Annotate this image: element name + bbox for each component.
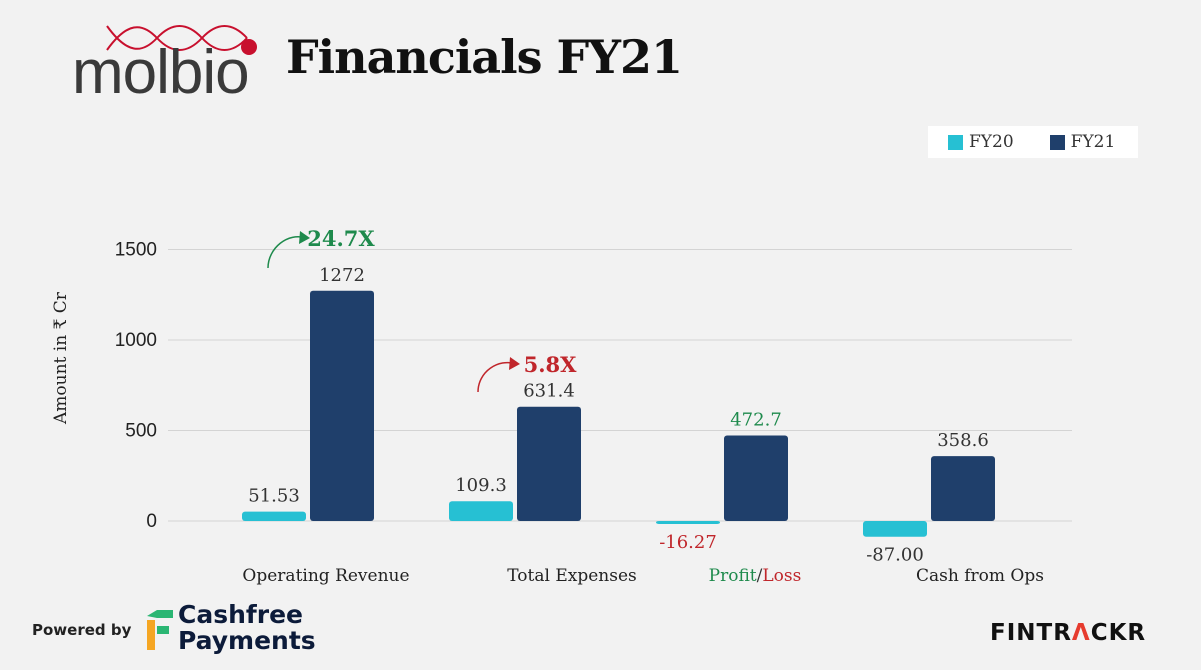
cashfree-wordmark: Cashfree Payments (178, 602, 316, 654)
y-tick-label: 1000 (115, 330, 157, 351)
legend-swatch-fy20 (948, 134, 963, 150)
data-label: 1272 (319, 265, 365, 286)
data-label: 358.6 (937, 430, 989, 451)
bar-chart: 0 500 1000 1500 Amount in ₹ Cr 51.53 1272 Opera… (51, 226, 1072, 586)
y-axis-label: Amount in ₹ Cr (51, 291, 71, 425)
data-label: -87.00 (866, 545, 924, 566)
bar-fy21-2 (724, 435, 788, 521)
chart-legend: FY20 FY21 (928, 126, 1138, 158)
x-category-label: Total Expenses (507, 566, 636, 586)
legend-item-fy21: FY21 (1049, 132, 1116, 152)
cashfree-line2: Payments (178, 626, 316, 655)
molbio-logo: molbio (72, 20, 262, 107)
powered-by-label: Powered by (32, 621, 132, 639)
cashfree-line1: Cashfree (178, 600, 304, 629)
y-tick-label: 0 (146, 511, 157, 532)
data-label: -16.27 (659, 532, 717, 553)
x-category-label: Operating Revenue (242, 566, 409, 586)
x-category-label: Profit/Loss (709, 566, 802, 586)
fintrackr-logo: FINTRΛCKR (990, 620, 1146, 646)
page-title: Financials FY21 (286, 30, 683, 84)
bar-fy21-0 (310, 290, 374, 521)
fintrackr-accent: Λ (1071, 620, 1091, 646)
growth-annotation: 24.7X (307, 226, 375, 251)
bar-fy20-3 (863, 521, 927, 537)
bar-fy20-2 (656, 521, 720, 524)
cashfree-logo-icon (147, 610, 173, 650)
bar-fy20-1 (449, 501, 513, 521)
annotation-arrowhead (299, 231, 310, 244)
bar-fy20-0 (242, 511, 306, 521)
legend-label-fy20: FY20 (969, 132, 1014, 152)
bar-fy21-3 (931, 456, 995, 521)
legend-label-fy21: FY21 (1070, 132, 1116, 152)
data-label: 472.7 (730, 409, 782, 430)
annotation-arrowhead (509, 357, 520, 370)
y-tick-label: 500 (125, 421, 157, 442)
legend-item-fy20: FY20 (948, 132, 1014, 152)
logo-text: molbio (72, 38, 250, 107)
growth-annotation: 5.8X (524, 352, 578, 377)
fintrackr-part1: FINTR (990, 620, 1072, 646)
data-label: 51.53 (248, 486, 300, 507)
y-tick-label: 1500 (115, 240, 157, 261)
x-category-label: Cash from Ops (916, 566, 1044, 586)
logo-wave-icon (106, 25, 257, 55)
bar-fy21-1 (517, 406, 581, 521)
data-label: 109.3 (455, 475, 507, 496)
legend-swatch-fy21 (1049, 134, 1065, 150)
data-label: 631.4 (523, 381, 575, 402)
fintrackr-part2: CKR (1090, 620, 1147, 646)
